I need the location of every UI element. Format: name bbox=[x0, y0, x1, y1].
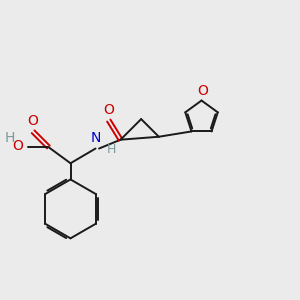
Text: O: O bbox=[103, 103, 114, 117]
Text: N: N bbox=[90, 131, 101, 145]
Text: O: O bbox=[27, 114, 38, 128]
Text: H: H bbox=[4, 130, 15, 145]
Text: O: O bbox=[198, 84, 208, 98]
Text: H: H bbox=[107, 143, 116, 157]
Text: O: O bbox=[13, 139, 23, 153]
